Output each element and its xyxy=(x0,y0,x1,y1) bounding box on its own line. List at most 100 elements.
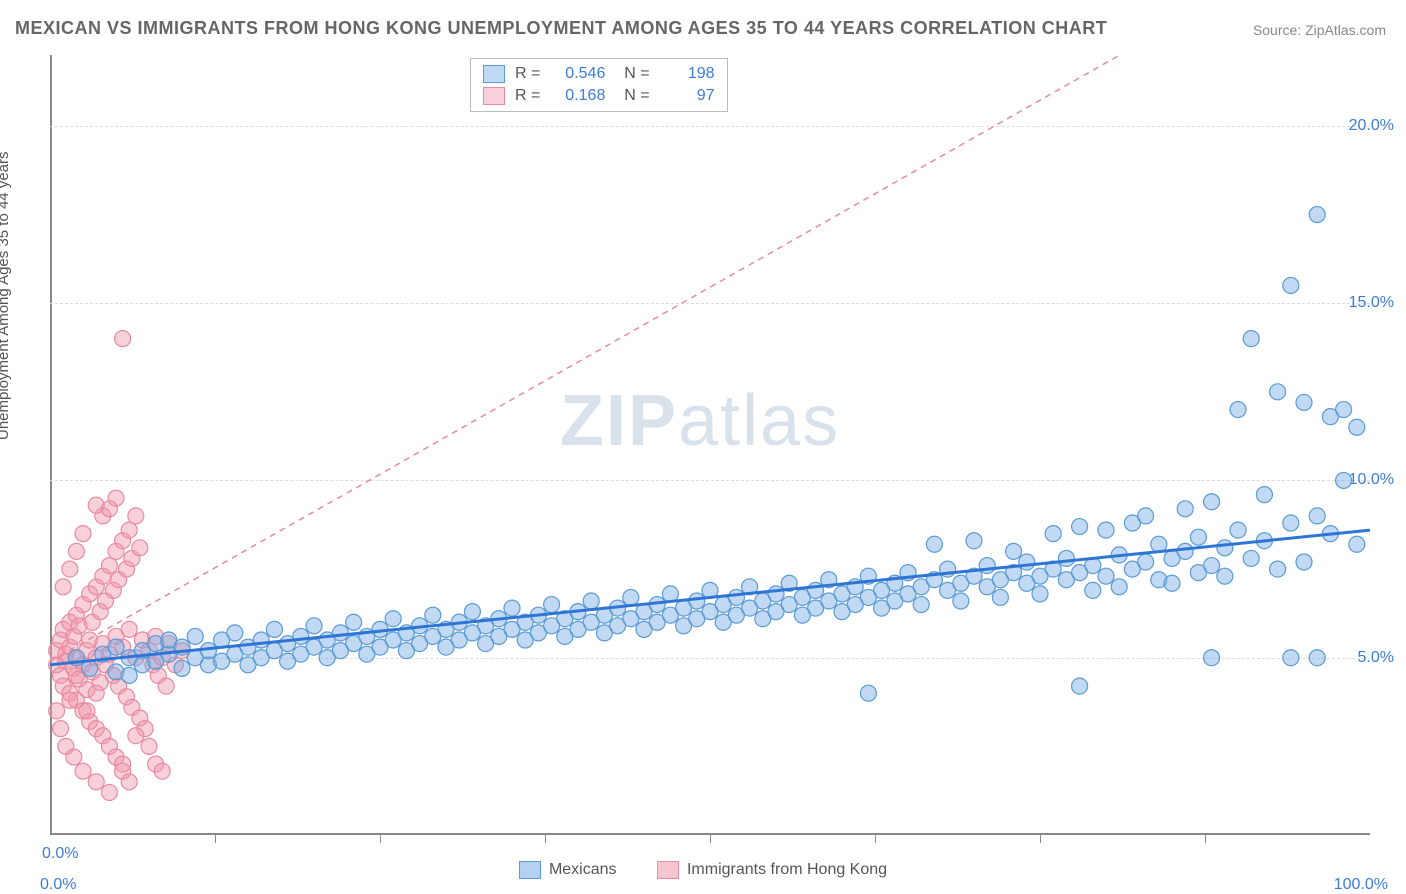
data-point xyxy=(689,593,705,609)
data-point xyxy=(1296,554,1312,570)
data-point xyxy=(101,784,117,800)
legend-label-hongkong: Immigrants from Hong Kong xyxy=(687,861,887,879)
data-point xyxy=(768,586,784,602)
data-point xyxy=(1256,487,1272,503)
trend-line xyxy=(50,530,1370,665)
data-point xyxy=(1230,402,1246,418)
r-label: R = xyxy=(515,87,540,105)
n-value-hongkong: 97 xyxy=(660,87,715,105)
data-point xyxy=(121,522,137,538)
data-point xyxy=(58,738,74,754)
data-point xyxy=(121,667,137,683)
data-point xyxy=(101,501,117,517)
data-point xyxy=(227,625,243,641)
data-point xyxy=(62,692,78,708)
legend-swatch-hongkong xyxy=(657,861,679,879)
data-point xyxy=(1270,384,1286,400)
data-point xyxy=(1177,543,1193,559)
x-tick xyxy=(215,835,216,843)
data-point xyxy=(293,628,309,644)
data-point xyxy=(1283,515,1299,531)
x-tick xyxy=(710,835,711,843)
data-point xyxy=(55,579,71,595)
r-value-hongkong: 0.168 xyxy=(550,87,605,105)
data-point xyxy=(141,738,157,754)
trend-line xyxy=(50,55,1120,661)
chart-title: MEXICAN VS IMMIGRANTS FROM HONG KONG UNE… xyxy=(15,18,1107,39)
swatch-mexicans xyxy=(483,65,505,83)
data-point xyxy=(1217,568,1233,584)
data-point xyxy=(1270,561,1286,577)
data-point xyxy=(1283,650,1299,666)
data-point xyxy=(1190,529,1206,545)
data-point xyxy=(926,536,942,552)
data-point xyxy=(68,543,84,559)
legend-row-mexicans: R = 0.546 N = 198 xyxy=(483,63,715,85)
data-point xyxy=(1309,508,1325,524)
data-point xyxy=(1204,558,1220,574)
data-point xyxy=(49,703,65,719)
data-point xyxy=(1111,579,1127,595)
legend-item-mexicans: Mexicans xyxy=(519,861,617,879)
data-point xyxy=(1072,519,1088,535)
data-point xyxy=(1230,522,1246,538)
data-point xyxy=(101,558,117,574)
data-point xyxy=(1349,419,1365,435)
data-point xyxy=(266,621,282,637)
data-point xyxy=(306,618,322,634)
data-point xyxy=(913,597,929,613)
data-point xyxy=(115,331,131,347)
data-point xyxy=(1164,575,1180,591)
data-point xyxy=(128,508,144,524)
data-point xyxy=(385,611,401,627)
data-point xyxy=(187,628,203,644)
x-tick xyxy=(875,835,876,843)
data-point xyxy=(1243,550,1259,566)
y-axis-label: Unemployment Among Ages 35 to 44 years xyxy=(0,151,12,440)
x-tick xyxy=(1040,835,1041,843)
legend-swatch-mexicans xyxy=(519,861,541,879)
data-point xyxy=(1217,540,1233,556)
n-label: N = xyxy=(615,87,649,105)
source-label: Source: ZipAtlas.com xyxy=(1253,22,1386,38)
legend-row-hongkong: R = 0.168 N = 97 xyxy=(483,85,715,107)
data-point xyxy=(583,593,599,609)
data-point xyxy=(1296,394,1312,410)
data-point xyxy=(1045,526,1061,542)
data-point xyxy=(88,685,104,701)
data-point xyxy=(953,593,969,609)
n-value-mexicans: 198 xyxy=(660,65,715,83)
data-point xyxy=(1309,207,1325,223)
data-point xyxy=(1177,501,1193,517)
data-point xyxy=(1098,522,1114,538)
data-point xyxy=(1058,550,1074,566)
series-legend: Mexicans Immigrants from Hong Kong xyxy=(0,861,1406,884)
data-point xyxy=(623,589,639,605)
data-point xyxy=(992,589,1008,605)
r-label: R = xyxy=(515,65,540,83)
data-point xyxy=(966,533,982,549)
x-tick xyxy=(380,835,381,843)
data-point xyxy=(1006,543,1022,559)
data-point xyxy=(860,685,876,701)
swatch-hongkong xyxy=(483,87,505,105)
data-point xyxy=(1336,472,1352,488)
data-point xyxy=(132,540,148,556)
data-point xyxy=(1204,494,1220,510)
data-point xyxy=(75,526,91,542)
data-point xyxy=(75,763,91,779)
data-point xyxy=(62,561,78,577)
data-point xyxy=(464,604,480,620)
data-point xyxy=(1204,650,1220,666)
data-point xyxy=(346,614,362,630)
correlation-legend: R = 0.546 N = 198 R = 0.168 N = 97 xyxy=(470,58,728,112)
data-point xyxy=(425,607,441,623)
data-point xyxy=(1349,536,1365,552)
data-point xyxy=(108,639,124,655)
data-point xyxy=(1138,508,1154,524)
data-point xyxy=(115,763,131,779)
data-point xyxy=(121,621,137,637)
data-point xyxy=(128,728,144,744)
data-point xyxy=(1085,582,1101,598)
data-point xyxy=(1019,554,1035,570)
